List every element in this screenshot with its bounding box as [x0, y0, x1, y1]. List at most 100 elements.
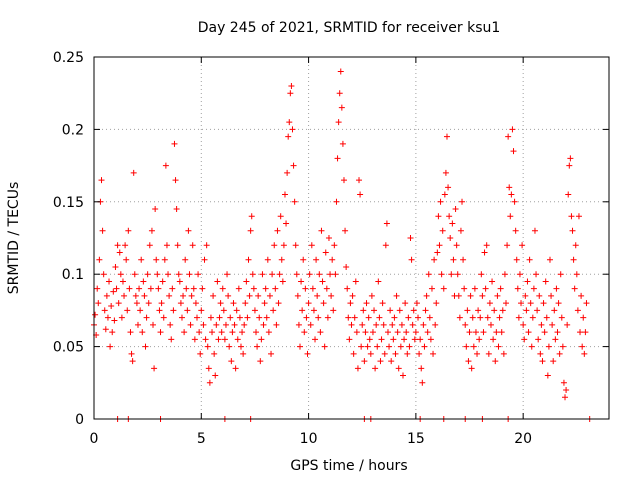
data-point [381, 350, 388, 357]
data-point [476, 336, 483, 343]
data-point [154, 271, 161, 278]
data-point [143, 314, 150, 321]
data-point [299, 307, 306, 314]
data-point [104, 314, 111, 321]
data-point [573, 271, 580, 278]
data-point [360, 307, 367, 314]
data-point [214, 278, 221, 285]
data-point [336, 90, 343, 97]
data-point [467, 292, 474, 299]
data-point [318, 227, 325, 234]
data-point [344, 285, 351, 292]
data-point [430, 350, 437, 357]
data-point [180, 292, 187, 299]
data-point [560, 379, 567, 386]
data-point [537, 350, 544, 357]
data-point [256, 314, 263, 321]
data-point [128, 350, 135, 357]
data-point [427, 336, 434, 343]
data-point [418, 365, 425, 372]
data-point [351, 314, 358, 321]
data-point [288, 82, 295, 89]
data-point [233, 307, 240, 314]
data-point [292, 242, 299, 249]
data-point [465, 358, 472, 365]
data-point [509, 126, 516, 133]
data-point [518, 300, 525, 307]
data-point [289, 126, 296, 133]
data-point [358, 343, 365, 350]
data-point [575, 213, 582, 220]
data-point [543, 314, 550, 321]
data-point [324, 314, 331, 321]
data-point [364, 343, 371, 350]
data-point [129, 358, 136, 365]
data-point [113, 285, 120, 292]
data-point [159, 278, 166, 285]
data-point [157, 329, 164, 336]
data-point [327, 271, 334, 278]
data-point [445, 184, 452, 191]
data-point [131, 271, 138, 278]
data-point [495, 343, 502, 350]
data-point [432, 321, 439, 328]
data-point [339, 140, 346, 147]
data-point [316, 271, 323, 278]
data-point [291, 198, 298, 205]
data-point [455, 292, 462, 299]
data-point [453, 242, 460, 249]
data-point [218, 329, 225, 336]
data-point [313, 256, 320, 263]
data-point [310, 307, 317, 314]
data-point [115, 300, 122, 307]
data-point [442, 169, 449, 176]
data-point [196, 329, 203, 336]
data-point [111, 317, 118, 324]
data-point [266, 292, 273, 299]
data-point [139, 329, 146, 336]
data-point [477, 314, 484, 321]
data-point [459, 198, 466, 205]
data-point [178, 314, 185, 321]
data-point [581, 350, 588, 357]
data-point [569, 227, 576, 234]
data-point [197, 350, 204, 357]
data-point [212, 372, 219, 379]
data-point [243, 278, 250, 285]
data-point [568, 213, 575, 220]
data-point [185, 227, 192, 234]
grid [94, 57, 609, 419]
data-point [441, 191, 448, 198]
data-point [190, 285, 197, 292]
data-point [474, 350, 481, 357]
data-point [293, 271, 300, 278]
data-point [172, 177, 179, 184]
data-point [511, 198, 518, 205]
data-point [237, 343, 244, 350]
data-point [210, 292, 217, 299]
data-point [235, 285, 242, 292]
data-point [357, 191, 364, 198]
data-point [209, 329, 216, 336]
data-point [322, 249, 329, 256]
data-point [527, 300, 534, 307]
data-point [395, 365, 402, 372]
data-point [262, 285, 269, 292]
data-point [165, 271, 172, 278]
x-axis-label: GPS time / hours [290, 458, 407, 474]
data-point [456, 314, 463, 321]
data-point [123, 256, 130, 263]
data-point [333, 198, 340, 205]
data-point [168, 336, 175, 343]
x-tick-label: 5 [197, 431, 206, 447]
data-point [246, 292, 253, 299]
data-point [450, 256, 457, 263]
data-point [183, 285, 190, 292]
data-point [343, 263, 350, 270]
data-point [574, 307, 581, 314]
data-point [191, 336, 198, 343]
data-point [449, 220, 456, 227]
data-point [112, 263, 119, 270]
data-point [350, 350, 357, 357]
